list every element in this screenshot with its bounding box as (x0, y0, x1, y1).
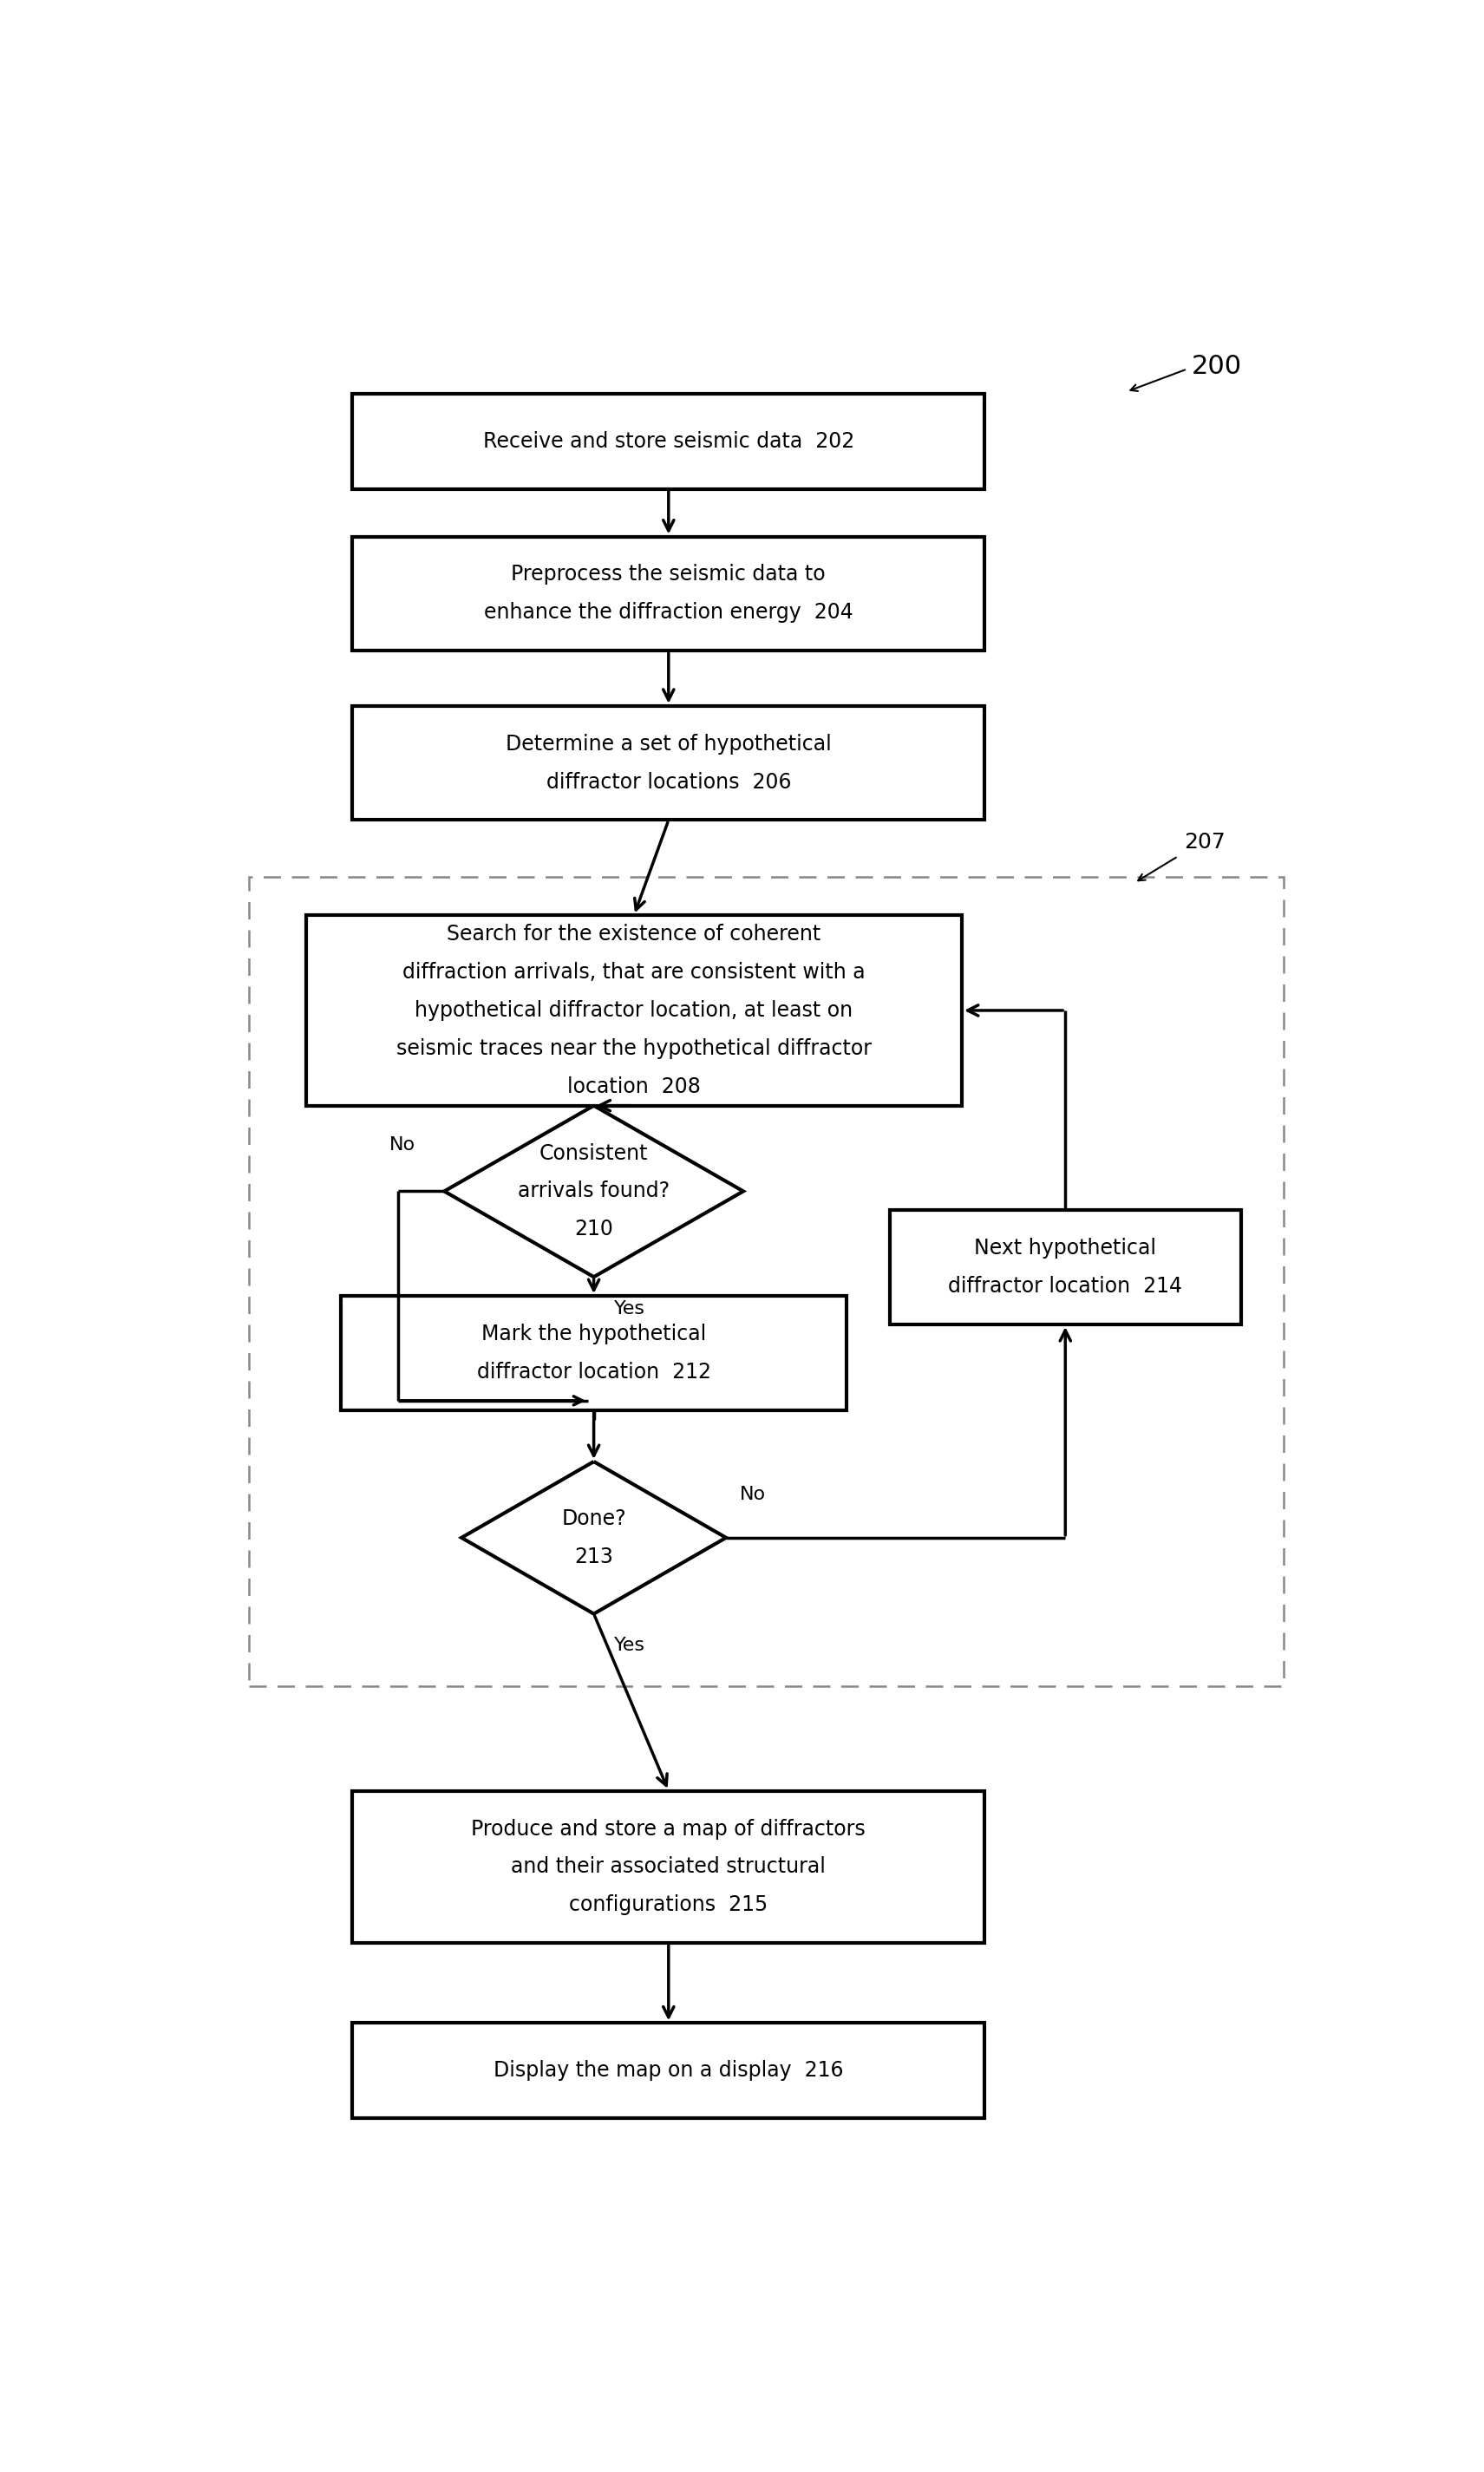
Text: Next hypothetical: Next hypothetical (975, 1238, 1156, 1258)
Text: 207: 207 (1184, 831, 1226, 853)
Text: hypothetical diffractor location, at least on: hypothetical diffractor location, at lea… (416, 1001, 853, 1021)
FancyBboxPatch shape (352, 2022, 985, 2119)
FancyBboxPatch shape (352, 393, 985, 489)
Text: No: No (741, 1486, 766, 1503)
Text: arrivals found?: arrivals found? (518, 1182, 669, 1201)
FancyBboxPatch shape (890, 1211, 1241, 1325)
Text: enhance the diffraction energy  204: enhance the diffraction energy 204 (484, 603, 853, 623)
Text: Receive and store seismic data  202: Receive and store seismic data 202 (482, 430, 855, 452)
Text: Yes: Yes (614, 1300, 646, 1318)
Text: Search for the existence of coherent: Search for the existence of coherent (447, 925, 821, 944)
Text: No: No (389, 1135, 416, 1152)
FancyBboxPatch shape (352, 536, 985, 650)
FancyBboxPatch shape (352, 1790, 985, 1943)
Text: Consistent: Consistent (539, 1142, 649, 1164)
Text: seismic traces near the hypothetical diffractor: seismic traces near the hypothetical dif… (396, 1038, 871, 1058)
Text: Done?: Done? (561, 1508, 626, 1530)
Text: Display the map on a display  216: Display the map on a display 216 (494, 2059, 843, 2081)
Text: 210: 210 (574, 1219, 613, 1241)
Text: Determine a set of hypothetical: Determine a set of hypothetical (506, 734, 831, 754)
Text: Yes: Yes (614, 1636, 646, 1654)
Text: and their associated structural: and their associated structural (510, 1856, 827, 1876)
Text: configurations  215: configurations 215 (570, 1894, 767, 1916)
Text: location  208: location 208 (567, 1075, 700, 1098)
FancyBboxPatch shape (352, 707, 985, 821)
Text: diffraction arrivals, that are consistent with a: diffraction arrivals, that are consisten… (402, 962, 865, 984)
Text: Mark the hypothetical: Mark the hypothetical (481, 1323, 706, 1345)
Text: diffractor location  214: diffractor location 214 (948, 1276, 1183, 1298)
Text: diffractor location  212: diffractor location 212 (476, 1362, 711, 1382)
Text: diffractor locations  206: diffractor locations 206 (546, 771, 791, 794)
Text: Preprocess the seismic data to: Preprocess the seismic data to (512, 564, 825, 586)
Text: 213: 213 (574, 1547, 613, 1567)
FancyBboxPatch shape (306, 915, 962, 1105)
Text: 200: 200 (1192, 353, 1242, 378)
FancyBboxPatch shape (341, 1295, 847, 1409)
Text: Produce and store a map of diffractors: Produce and store a map of diffractors (472, 1819, 865, 1839)
